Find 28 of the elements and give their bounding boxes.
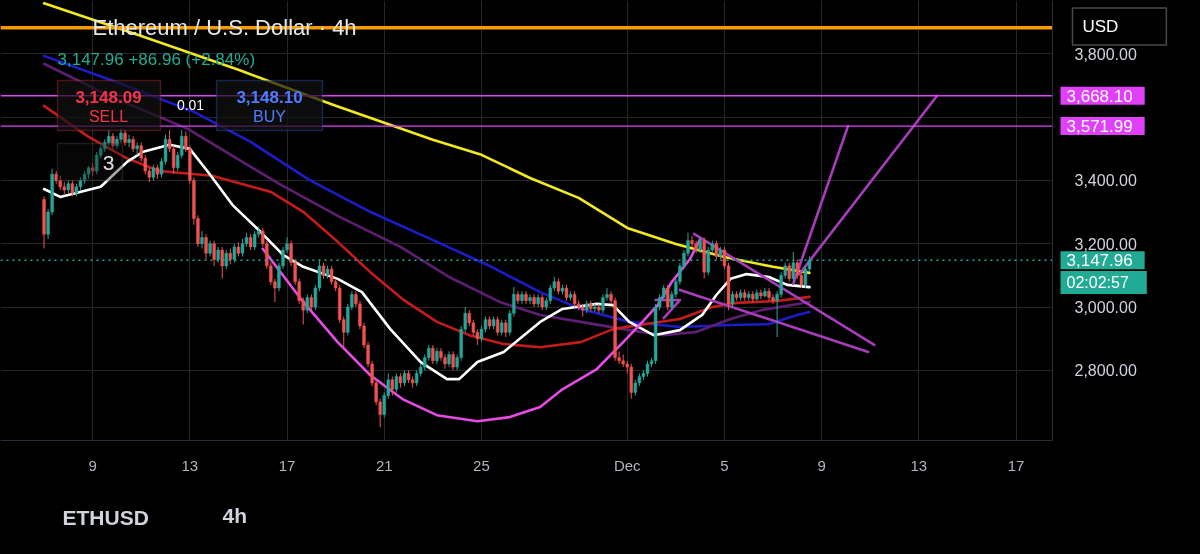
x-tick-label: 9 [817, 456, 826, 474]
x-tick-label: 21 [375, 456, 393, 474]
text: ETHUSD [62, 506, 149, 529]
x-tick-label: Dec [613, 456, 642, 474]
ref-line-label: 3,571.99 [1066, 117, 1133, 137]
x-tick-label: 17 [1007, 456, 1025, 474]
text: USD [1082, 17, 1119, 36]
y-tick-label: 3,400.00 [1074, 172, 1137, 190]
text: 02:02:57 [1066, 274, 1129, 291]
ref-line-label: 3,668.10 [1066, 86, 1133, 106]
x-tick-label: 13 [181, 456, 199, 474]
ref-line-label: 3,147.96 [1066, 251, 1133, 271]
y-tick-label: 3,200.00 [1074, 235, 1137, 253]
annotation: 3 [102, 150, 115, 174]
annotation: 0.01 [176, 96, 205, 113]
annotation: 3,148.09 [75, 87, 142, 107]
y-tick-label: 3,000.00 [1074, 299, 1137, 317]
annotation: 3,148.10 [236, 87, 303, 107]
annotation: SELL [88, 108, 129, 125]
x-tick-label: 17 [278, 456, 296, 474]
x-tick-label: 25 [473, 456, 490, 474]
x-tick-label: 9 [88, 456, 97, 474]
y-tick-label: 3,800.00 [1074, 45, 1137, 63]
annotation: BUY [253, 108, 287, 125]
x-tick-label: 13 [910, 456, 928, 474]
y-tick-label: 2,800.00 [1074, 362, 1137, 380]
x-tick-label: 5 [720, 456, 729, 474]
text: 4h [222, 504, 248, 527]
